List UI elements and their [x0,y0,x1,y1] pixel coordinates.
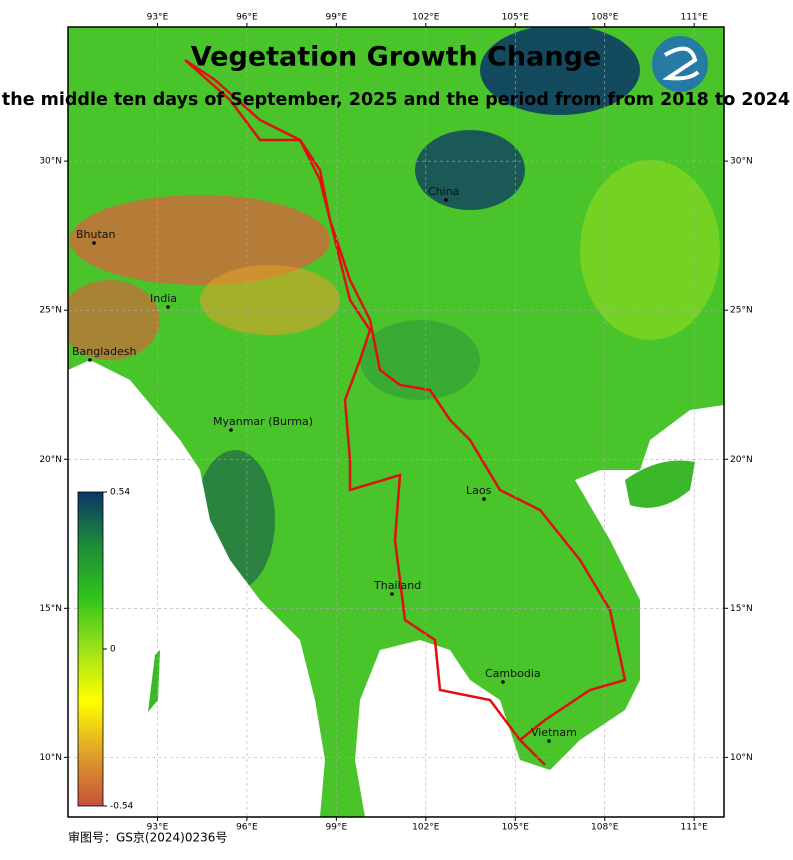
growth-patch [580,160,720,340]
title: Vegetation Growth Change [191,42,601,73]
growth-patch [480,27,640,115]
y-tick-label: 15°N [730,604,753,614]
mekong-basin-boundary [184,58,627,766]
x-tick-label: 111°E [680,823,708,833]
place-dot [444,198,448,202]
x-tick-label: 108°E [591,13,619,23]
colorbar-tick-label: 0.54 [110,488,130,498]
place-dot [390,592,394,596]
y-tick-label: 30°N [39,157,62,167]
logo-circle [652,36,708,92]
logo [652,36,708,92]
decline-patch [200,265,340,335]
x-tick-label: 96°E [236,823,258,833]
y-tick-label: 20°N [39,455,62,465]
place-label: Thailand [373,579,421,592]
sea [355,405,724,817]
x-tick-label: 108°E [591,823,619,833]
x-tick-label: 93°E [147,13,169,23]
x-tick-label: 93°E [147,823,169,833]
x-tick-label: 96°E [236,13,258,23]
footer: 审图号：GS京(2024)0236号 [68,830,227,845]
growth-patch [360,320,480,400]
colorbar-tick-label: 0 [110,645,116,655]
map-area [68,27,724,817]
growth-patch [415,130,525,210]
y-tick-label: 10°N [730,753,753,763]
x-tick-label: 111°E [680,13,708,23]
x-tick-label: 105°E [502,13,530,23]
islands [148,650,160,712]
colorbar [77,491,104,807]
x-tick-label: 105°E [502,823,530,833]
subtitle: the middle ten days of September, 2025 a… [2,90,790,110]
place-dot [482,497,486,501]
place-dot [501,680,505,684]
place-dot [547,739,551,743]
y-tick-label: 20°N [730,455,753,465]
x-tick-label: 102°E [412,13,440,23]
place-label: Bangladesh [72,345,137,358]
decline-patch [70,195,330,285]
decline-patch [68,280,160,360]
logo-mark [662,46,700,81]
y-tick-label: 25°N [39,306,62,316]
place-dot [92,241,96,245]
y-tick-label: 15°N [39,604,62,614]
place-label: Bhutan [76,228,116,241]
y-tick-label: 30°N [730,157,753,167]
place-dot [229,428,233,432]
x-tick-label: 102°E [412,823,440,833]
hainan [625,460,695,508]
map-frame [67,26,725,818]
place-label: India [150,292,177,305]
y-tick-label: 10°N [39,753,62,763]
x-tick-label: 99°E [326,823,348,833]
place-label: Cambodia [485,667,541,680]
place-label: Myanmar (Burma) [213,415,313,428]
peninsula [300,620,350,817]
place-dot [166,305,170,309]
x-tick-label: 99°E [326,13,348,23]
sea [68,360,335,817]
place-dot [88,358,92,362]
place-label: China [428,185,459,198]
colorbar-tick-label: -0.54 [110,802,134,812]
y-tick-label: 25°N [730,306,753,316]
place-label: Laos [466,484,492,497]
place-label: Vietnam [531,726,577,739]
